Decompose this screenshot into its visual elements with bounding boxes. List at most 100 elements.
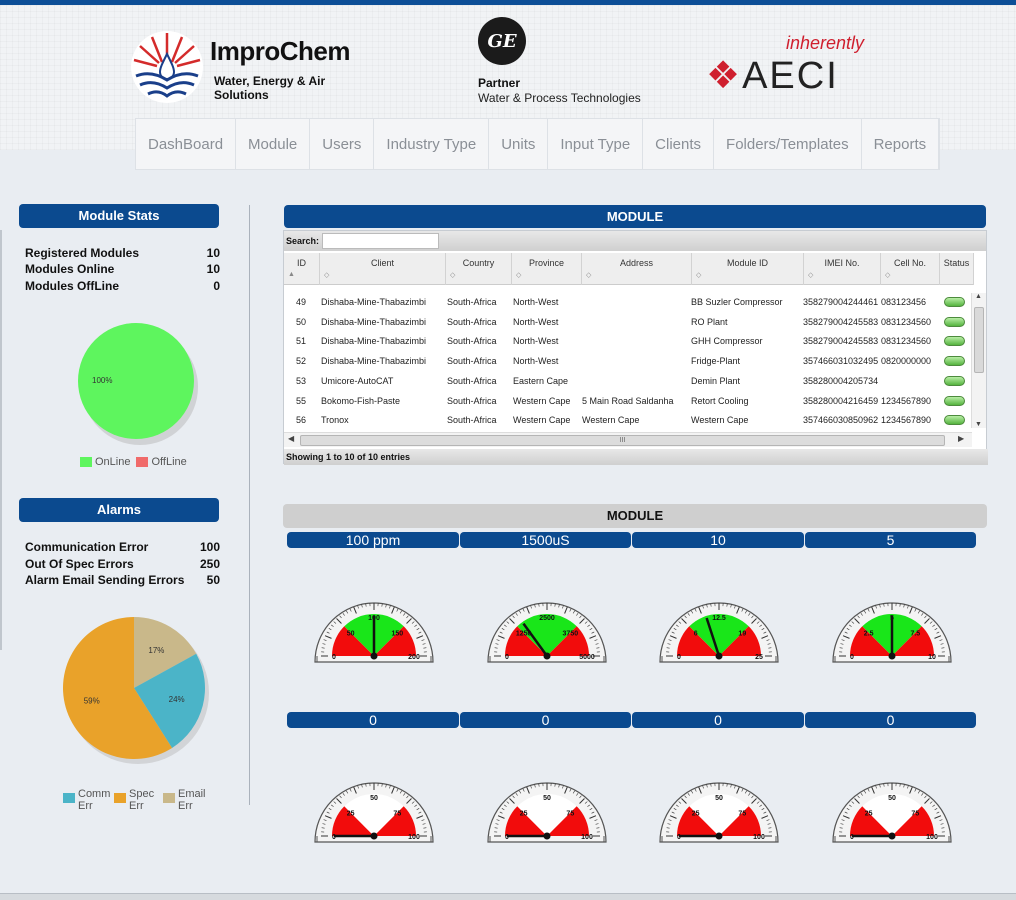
gauge-tick: [921, 792, 924, 796]
nav-item-clients[interactable]: Clients: [643, 119, 715, 169]
gauge-tick: [751, 615, 754, 619]
gauge-tick: [530, 605, 532, 609]
nav-item-dashboard[interactable]: DashBoard: [136, 119, 237, 169]
gauge-tick: [389, 785, 391, 789]
ge-subtitle: Water & Process Technologies: [478, 91, 641, 105]
sort-icon[interactable]: ◇: [324, 272, 330, 279]
cell-address: 5 Main Road Saldanha: [582, 395, 674, 406]
gauge-tick: [336, 618, 342, 624]
pie-slice-label: 24%: [169, 695, 185, 704]
gauge-tick: [328, 628, 332, 631]
table-row[interactable]: 49 Dishaba-Mine-Thabazimbi South-Africa Nor…: [284, 293, 974, 313]
sort-icon[interactable]: ◇: [516, 272, 522, 279]
vertical-scrollbar[interactable]: ▲ ▼: [971, 293, 986, 428]
nav-item-units[interactable]: Units: [489, 119, 549, 169]
gauge-tick: [353, 786, 357, 794]
gauge-edge: [661, 656, 777, 662]
gauge-tick: [939, 819, 943, 821]
status-indicator: [944, 356, 965, 367]
nav-item-folders-templates[interactable]: Folders/Templates: [714, 119, 862, 169]
sort-icon[interactable]: ◇: [808, 272, 814, 279]
nav-item-industry-type[interactable]: Industry Type: [374, 119, 490, 169]
gauge-tick: [495, 823, 499, 825]
column-header-imei-no-[interactable]: IMEI No. ◇: [804, 253, 881, 285]
gauge-tick: [330, 624, 334, 627]
column-header-status[interactable]: Status: [940, 253, 974, 285]
cell-province: North-West: [513, 316, 559, 327]
gauge-tick: [842, 815, 850, 819]
module-table-header: MODULE: [284, 205, 986, 228]
cell-country: South-Africa: [447, 297, 497, 307]
table-row[interactable]: 52 Dishaba-Mine-Thabazimbi South-Africa Nor…: [284, 352, 974, 372]
search-input[interactable]: [322, 233, 440, 249]
gauge-tick-label: 50: [370, 795, 378, 802]
sort-icon[interactable]: ◇: [696, 272, 702, 279]
main-nav: DashBoard Module Users Industry Type Units In…: [135, 118, 941, 170]
gauge-tick: [328, 808, 332, 811]
gauge-tick: [584, 621, 588, 624]
module-stats-header: Module Stats: [19, 204, 219, 228]
improchem-tagline: Water, Energy & Air Solutions: [214, 74, 326, 102]
cell-client: Dishaba-Mine-Thabazimbi: [321, 356, 427, 367]
table-row[interactable]: 55 Bokomo-Fish-Paste South-Africa Western C…: [284, 392, 974, 412]
table-row[interactable]: 51 Dishaba-Mine-Thabazimbi South-Africa Nor…: [284, 332, 974, 352]
gauge-tick: [346, 790, 349, 794]
gauge-tick-label: 0: [505, 834, 509, 841]
gauge-value-bar: 100 ppm: [287, 532, 459, 548]
improchem-name: ImproChem: [210, 36, 350, 66]
column-header-id[interactable]: ID ▲: [284, 253, 320, 285]
ge-partner-logo: GE Partner Water & Process Technologies: [476, 17, 646, 107]
gauge-zone-low: [505, 626, 547, 656]
vertical-scroll-thumb[interactable]: [974, 307, 984, 373]
gauge-tick-label: 19: [738, 631, 746, 638]
table-row[interactable]: 53 Umicore-AutoCAT South-Africa Eastern Cap…: [284, 372, 974, 392]
nav-item-input-type[interactable]: Input Type: [548, 119, 644, 169]
scroll-down-icon[interactable]: ▼: [975, 421, 982, 428]
bottom-scrollbar[interactable]: [0, 893, 1016, 900]
column-header-country[interactable]: Country ◇: [446, 253, 512, 285]
legend-swatch-email: [163, 793, 175, 803]
gauge-tick-label: 100: [581, 834, 593, 841]
nav-item-reports[interactable]: Reports: [862, 119, 940, 169]
module-status-pie: 100%: [78, 323, 198, 445]
gauge-tick: [924, 618, 930, 624]
sort-icon[interactable]: ▲: [288, 271, 295, 278]
gauge-tick: [917, 790, 920, 794]
stat-row-registered: Registered Modules 10: [25, 246, 220, 260]
scroll-right-icon[interactable]: ▶: [958, 434, 965, 443]
sort-icon[interactable]: ◇: [586, 272, 592, 279]
gauge-tick: [844, 811, 848, 814]
scroll-up-icon[interactable]: ▲: [975, 293, 982, 300]
gauge-tick: [903, 784, 905, 788]
column-header-module-id[interactable]: Module ID ◇: [692, 253, 804, 285]
cell-module-id: Western Cape: [691, 415, 749, 426]
gauge-tick: [589, 815, 597, 819]
gauge-tick-label: 50: [543, 795, 551, 802]
gauge-tick: [587, 804, 591, 807]
horizontal-scroll-thumb[interactable]: III: [300, 435, 945, 446]
gauge-tick: [418, 811, 422, 814]
gauge-tick: [576, 612, 579, 616]
gauge-tick: [671, 631, 675, 634]
alarms-legend: Comm Err Spec Err Email Err: [63, 788, 208, 812]
sort-icon[interactable]: ◇: [885, 272, 891, 279]
sort-icon[interactable]: ◇: [450, 272, 456, 279]
table-row[interactable]: 50 Dishaba-Mine-Thabazimbi South-Africa Nor…: [284, 313, 974, 333]
gauge-zone-high: [719, 806, 761, 836]
nav-item-users[interactable]: Users: [310, 119, 375, 169]
scroll-left-icon[interactable]: ◀: [288, 434, 295, 443]
column-header-province[interactable]: Province ◇: [512, 253, 582, 285]
gauge-tick: [741, 788, 744, 792]
gauge-zone-low: [505, 806, 547, 836]
gauge-tick: [761, 815, 769, 819]
gauge-zone-high: [547, 626, 589, 656]
column-header-address[interactable]: Address ◇: [582, 253, 692, 285]
column-header-client[interactable]: Client ◇: [320, 253, 446, 285]
column-header-cell-no-[interactable]: Cell No. ◇: [881, 253, 940, 285]
gauge-tick: [558, 604, 560, 608]
gauge-tick: [389, 605, 391, 609]
nav-item-module[interactable]: Module: [236, 119, 311, 169]
horizontal-scrollbar[interactable]: ◀ III ▶: [284, 432, 972, 447]
status-indicator: [944, 316, 965, 327]
table-row[interactable]: 56 Tronox South-Africa Western Cape Western …: [284, 411, 974, 431]
